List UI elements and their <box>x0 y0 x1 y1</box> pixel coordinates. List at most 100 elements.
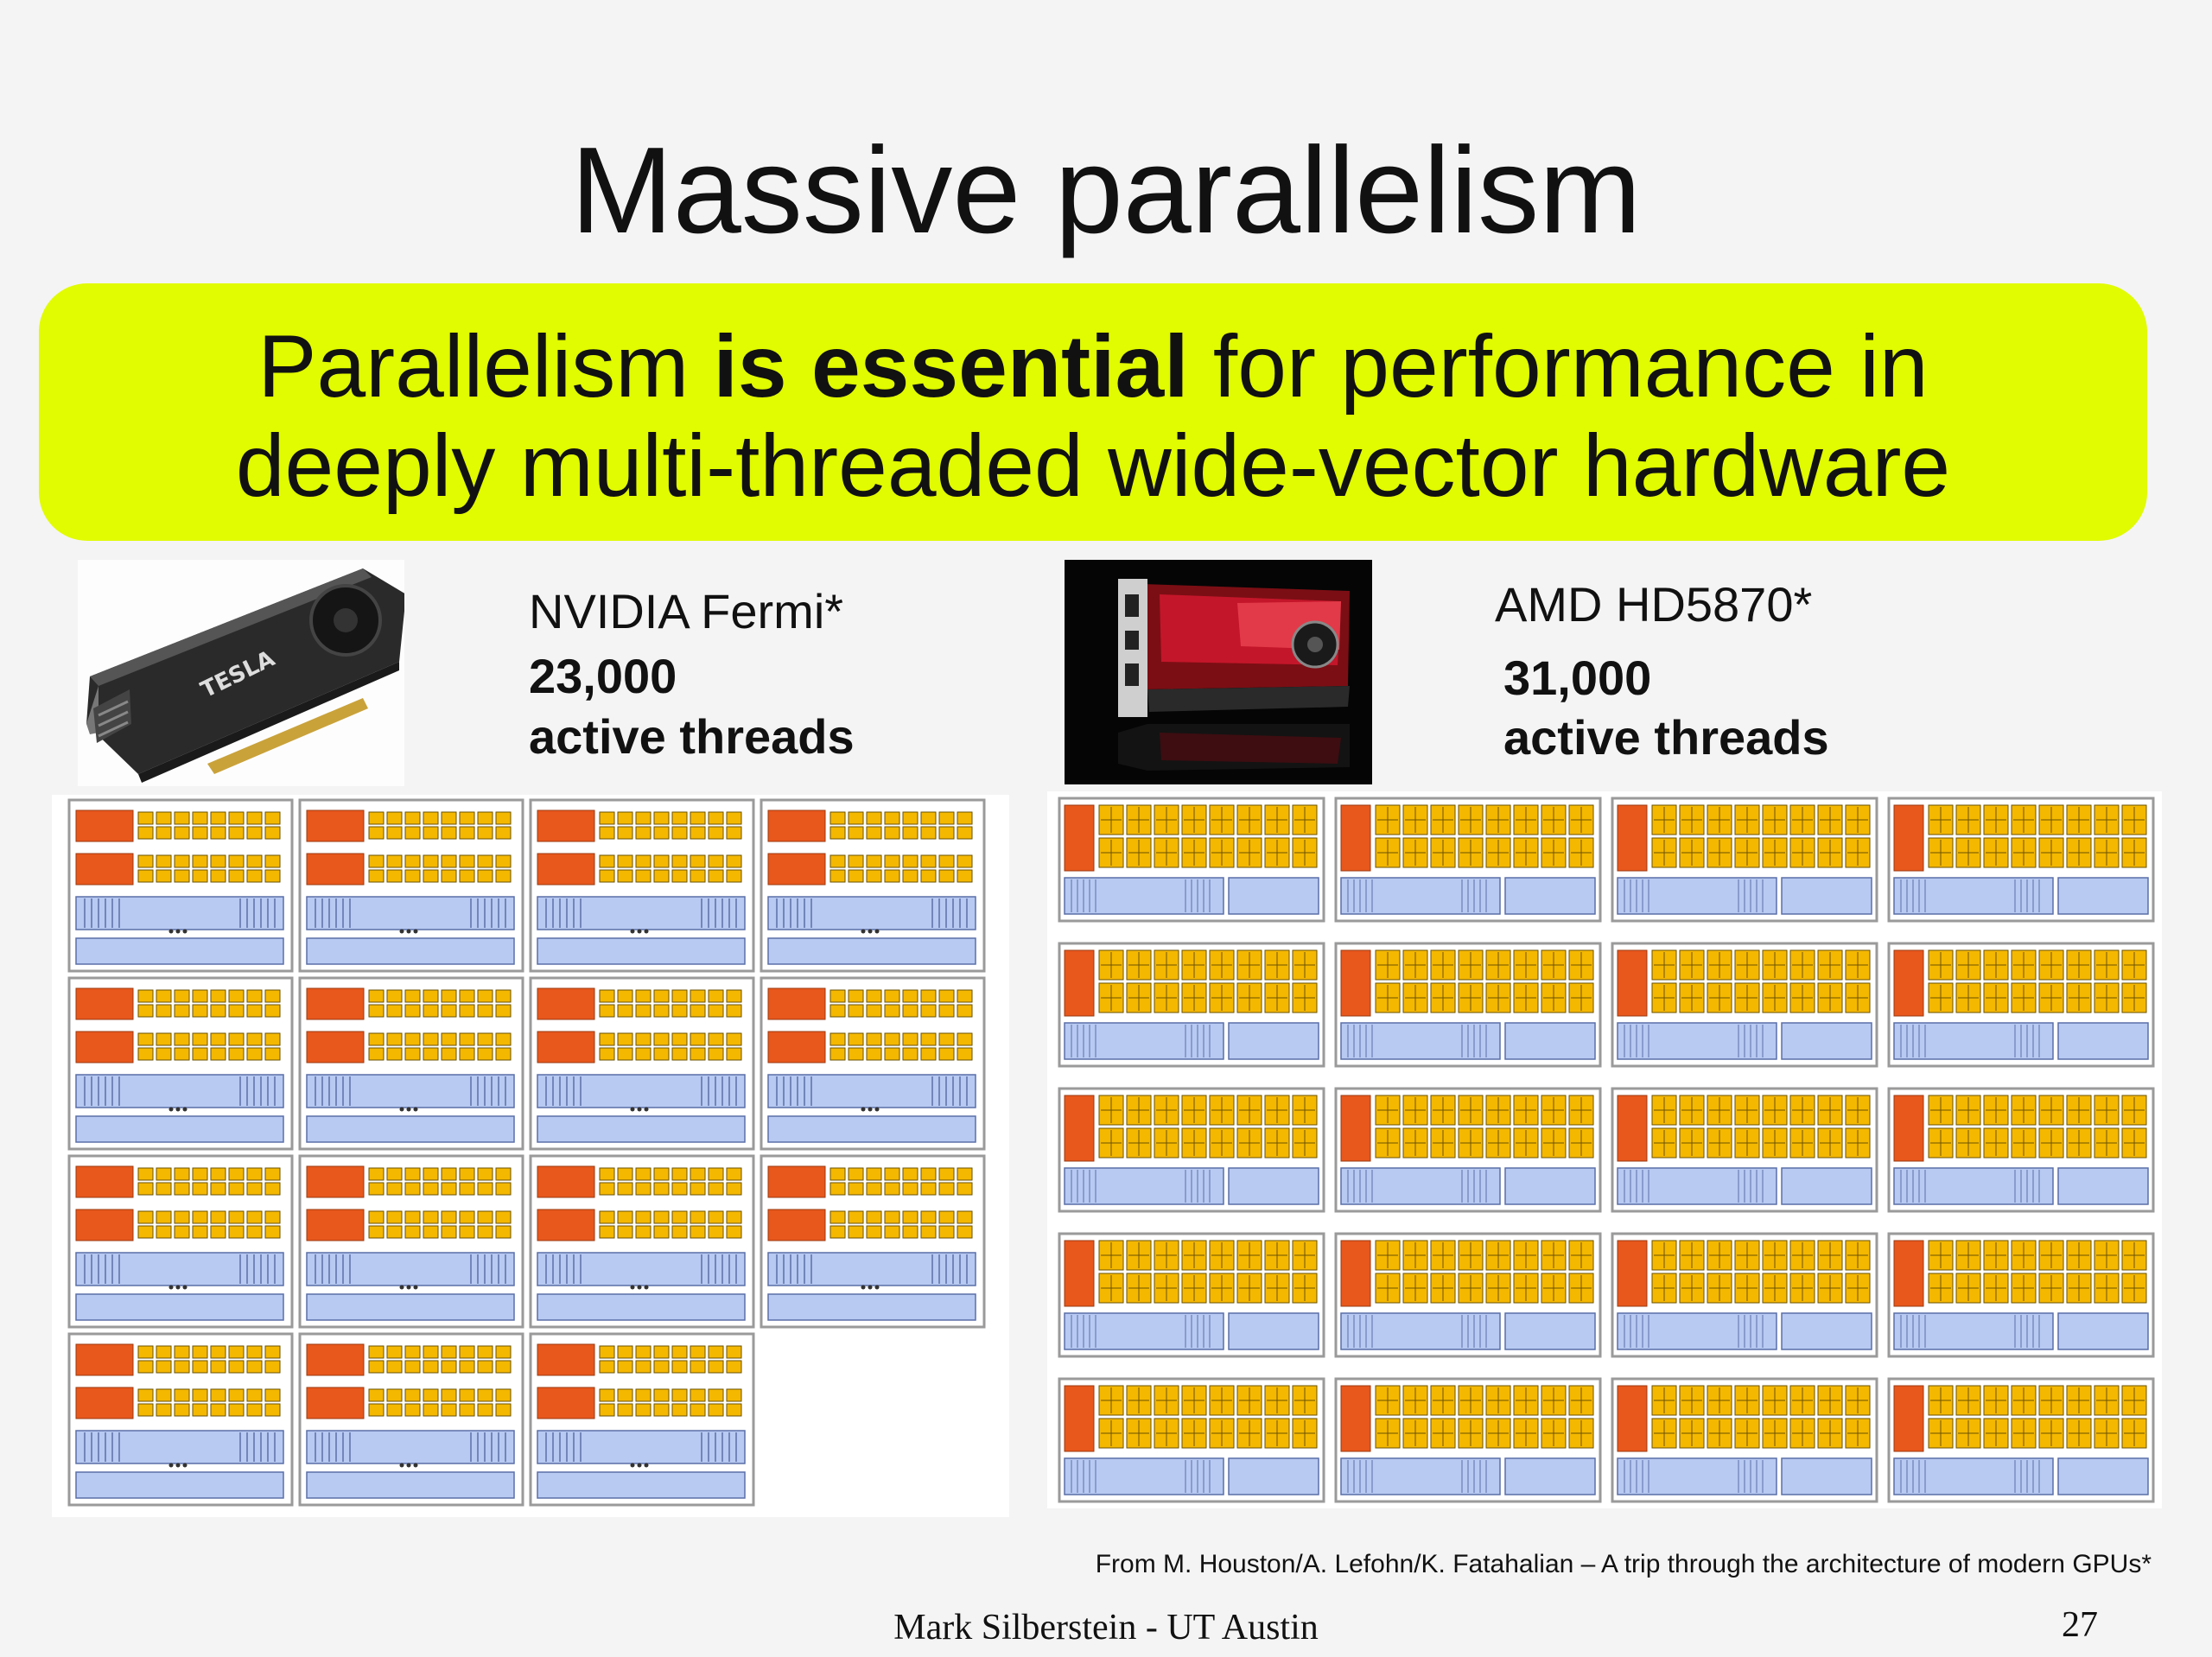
alu-cell <box>192 1388 208 1402</box>
alu-cell <box>884 1167 900 1181</box>
context-storage <box>1893 1457 2054 1495</box>
alu-cell <box>726 1360 742 1374</box>
alu-cell <box>690 1345 706 1359</box>
banner-emphasis: is essential <box>713 317 1189 416</box>
alu-cell <box>884 1047 900 1061</box>
alu-cell <box>137 826 154 840</box>
context-storage <box>767 1252 976 1286</box>
control-unit <box>767 1031 826 1063</box>
alu-cell <box>495 1182 512 1196</box>
alu-cell <box>866 1167 882 1181</box>
alu-cell <box>386 1360 403 1374</box>
alu-cell <box>495 811 512 825</box>
alu-cell <box>228 869 245 883</box>
alu-cell <box>228 1167 245 1181</box>
hd5870-simd-block <box>1611 1232 1878 1358</box>
alu-cell <box>404 811 421 825</box>
alu-cell <box>902 854 918 868</box>
context-storage <box>1340 1457 1501 1495</box>
alu-cell <box>902 1182 918 1196</box>
alu-cell <box>830 854 846 868</box>
alu-cell <box>495 1225 512 1239</box>
alu-cell <box>635 1403 652 1417</box>
alu-cell <box>423 1345 439 1359</box>
alu-cell <box>156 1388 172 1402</box>
alu-cell <box>423 1403 439 1417</box>
alu-cell <box>830 989 846 1003</box>
alu-cell <box>653 1388 670 1402</box>
context-storage <box>1617 1167 1777 1205</box>
alu-cell <box>866 1182 882 1196</box>
context-storage <box>306 1252 515 1286</box>
alu-cell <box>690 1167 706 1181</box>
alu-cell <box>726 1225 742 1239</box>
alu-cell <box>386 1032 403 1046</box>
alu-cell <box>156 989 172 1003</box>
alu-cell <box>192 1403 208 1417</box>
alu-cell <box>599 1167 615 1181</box>
alu-cell <box>459 854 475 868</box>
shared-memory <box>2057 1022 2149 1060</box>
context-storage <box>1893 1167 2054 1205</box>
alu-cell <box>477 811 493 825</box>
shared-memory <box>306 1471 515 1499</box>
alu-cell <box>884 1182 900 1196</box>
alu-cell <box>690 1360 706 1374</box>
alu-cell <box>671 1004 688 1018</box>
alu-cell <box>848 1225 864 1239</box>
control-unit <box>537 1209 595 1241</box>
context-storage <box>1893 1312 2054 1350</box>
alu-cell <box>830 1004 846 1018</box>
alu-cell <box>884 811 900 825</box>
alu-cell <box>246 1032 263 1046</box>
alu-cell <box>671 1345 688 1359</box>
alu-cell <box>192 826 208 840</box>
alu-cell <box>156 1210 172 1224</box>
control-unit <box>537 1387 595 1419</box>
context-storage <box>1617 877 1777 915</box>
alu-cell <box>726 1167 742 1181</box>
alu-cell <box>137 1032 154 1046</box>
fermi-sm-block <box>529 1154 755 1329</box>
alu-cell <box>884 869 900 883</box>
hd5870-simd-block <box>1058 1232 1325 1358</box>
alu-cell <box>957 1182 973 1196</box>
alu-cell <box>477 1167 493 1181</box>
alu-cell <box>210 826 226 840</box>
alu-cell <box>137 869 154 883</box>
alu-cell <box>653 1403 670 1417</box>
alu-cell <box>459 989 475 1003</box>
shared-memory <box>1504 1022 1596 1060</box>
alu-cell <box>848 1182 864 1196</box>
context-storage <box>306 1430 515 1464</box>
alu-cell <box>708 826 724 840</box>
alu-cell <box>884 854 900 868</box>
alu-cell <box>386 854 403 868</box>
alu-cell <box>726 869 742 883</box>
control-unit <box>767 987 826 1020</box>
alu-cell <box>441 1047 457 1061</box>
alu-cell <box>957 1167 973 1181</box>
alu-cell <box>459 1345 475 1359</box>
alu-cell <box>957 1004 973 1018</box>
alu-cell <box>690 989 706 1003</box>
alu-cell <box>495 1360 512 1374</box>
alu-cell <box>671 869 688 883</box>
alu-cell <box>423 1182 439 1196</box>
alu-cell <box>228 1388 245 1402</box>
alu-cell <box>441 1032 457 1046</box>
alu-cell <box>617 1345 633 1359</box>
alu-cell <box>938 1182 955 1196</box>
alu-cell <box>708 1403 724 1417</box>
alu-cell <box>228 1345 245 1359</box>
alu-cell <box>228 811 245 825</box>
alu-cell <box>210 1225 226 1239</box>
control-unit <box>306 1387 365 1419</box>
alu-cell <box>404 1004 421 1018</box>
alu-cell <box>495 1388 512 1402</box>
shared-memory <box>306 1293 515 1321</box>
hd5870-simd-block <box>1611 1377 1878 1503</box>
alu-cell <box>174 1167 190 1181</box>
alu-cell <box>246 1360 263 1374</box>
alu-cell <box>902 1167 918 1181</box>
